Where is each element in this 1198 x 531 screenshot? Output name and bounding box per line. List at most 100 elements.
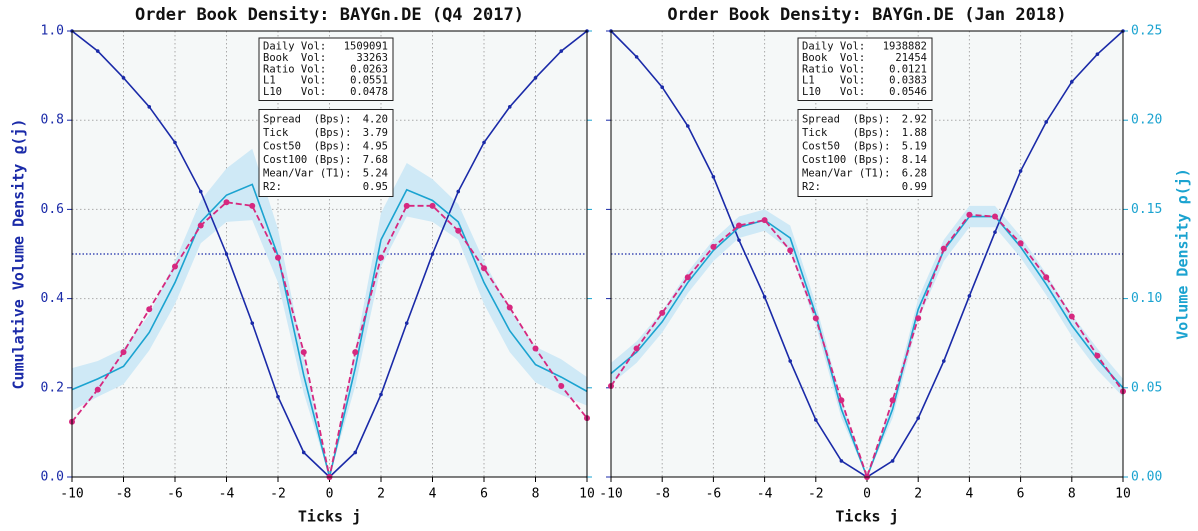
point: [737, 238, 741, 242]
x-tick-label: -6: [167, 487, 183, 502]
point: [224, 252, 229, 256]
point: [711, 175, 716, 179]
point: [558, 383, 565, 390]
x-tick-label: 6: [480, 487, 488, 502]
stats-box: [797, 109, 933, 197]
y2-tick-label: 0.05: [1131, 380, 1162, 395]
x-tick-label: 4: [965, 487, 973, 502]
stats-label: L1 Vol:: [802, 75, 865, 87]
point: [1095, 52, 1100, 56]
point: [532, 345, 539, 352]
point: [173, 140, 177, 145]
point: [1018, 169, 1023, 173]
x-tick-label: 2: [914, 487, 922, 502]
stats-label: Daily Vol:: [802, 41, 865, 53]
y-tick-label: 1.0: [41, 24, 64, 39]
stats-box: [258, 109, 394, 197]
point: [404, 321, 409, 325]
stats-box: [258, 37, 394, 101]
x-tick-label: 0: [863, 487, 871, 502]
point: [1043, 274, 1050, 281]
stats-value: 3.79: [363, 127, 388, 139]
point: [814, 418, 818, 422]
point: [634, 55, 639, 59]
y2-tick-label: 0.25: [1131, 24, 1162, 39]
x-tick-label: 8: [1068, 487, 1076, 502]
point: [916, 416, 920, 420]
x-tick-label: -10: [60, 487, 83, 502]
y2-tick-label: 0.15: [1131, 202, 1162, 217]
point: [94, 386, 101, 393]
point: [967, 294, 972, 298]
stats-value: 0.0121: [889, 63, 927, 75]
point: [379, 392, 383, 397]
x-tick-label: -10: [599, 487, 622, 502]
point: [353, 450, 358, 455]
point: [993, 230, 997, 234]
point: [403, 202, 410, 209]
stats-value: 2.92: [902, 113, 927, 125]
stats-label: Mean/Var (T1):: [263, 167, 352, 179]
x-tick-label: 8: [532, 487, 540, 502]
x-tick-label: 2: [377, 487, 385, 502]
stats-value: 21454: [895, 52, 927, 64]
plot-background: [72, 31, 587, 477]
point: [223, 199, 230, 206]
stats-value: 0.0383: [889, 75, 927, 87]
point: [481, 265, 487, 272]
y-tick-label: 0.4: [41, 291, 65, 306]
point: [198, 189, 203, 194]
point: [1044, 120, 1048, 124]
stats-label: Tick (Bps):: [263, 127, 352, 139]
point: [300, 349, 307, 356]
point: [684, 274, 691, 281]
y-axis-label: Cumulative Volume Density ϱ(j): [10, 119, 28, 390]
point: [121, 76, 126, 80]
point: [633, 345, 640, 352]
stats-value: 6.28: [902, 167, 927, 179]
stats-label: Book Vol:: [802, 52, 865, 64]
stats-label: L10 Vol:: [263, 86, 326, 98]
point: [788, 359, 792, 363]
stats-value: 0.99: [902, 181, 927, 193]
stats-label: R2:: [263, 181, 282, 193]
stats-label: R2:: [802, 181, 821, 193]
point: [378, 254, 384, 261]
x-tick-label: -2: [808, 487, 824, 502]
y2-tick-label: 0.10: [1131, 291, 1162, 306]
stats-value: 4.95: [363, 140, 388, 152]
stats-label: Cost100 (Bps):: [263, 154, 352, 166]
stats-box: [797, 37, 933, 101]
point: [120, 349, 127, 356]
stats-value: 5.24: [363, 167, 388, 179]
stats-value: 0.0546: [889, 86, 927, 98]
stats-label: Ratio Vol:: [263, 63, 326, 75]
point: [429, 202, 436, 209]
x-tick-label: 6: [1017, 487, 1025, 502]
point: [533, 76, 538, 80]
point: [889, 397, 896, 404]
y-tick-label: 0.2: [41, 380, 64, 395]
point: [659, 309, 666, 316]
stats-value: 0.95: [363, 181, 388, 193]
point: [1094, 352, 1101, 359]
y2-axis-label: Volume Density ρ(j): [1174, 168, 1192, 340]
plot-frame: [71, 30, 588, 478]
stats-label: L1 Vol:: [263, 75, 326, 87]
point: [915, 315, 922, 322]
stats-label: Tick (Bps):: [802, 127, 891, 139]
y2-tick-label: 0.00: [1131, 470, 1162, 485]
stats-value: 5.19: [902, 140, 927, 152]
point: [276, 394, 280, 399]
point: [660, 85, 664, 89]
point: [146, 306, 153, 313]
x-axis-label: Ticks j: [298, 508, 361, 526]
point: [456, 189, 461, 194]
stats-value: 7.68: [363, 154, 388, 166]
point: [890, 459, 895, 463]
stats-label: Spread (Bps):: [802, 113, 891, 125]
y-tick-label: 0.0: [41, 470, 64, 485]
chart-title: Order Book Density: BAYGn.DE (Q4 2017): [135, 5, 524, 25]
chart-title: Order Book Density: BAYGn.DE (Jan 2018): [667, 5, 1066, 25]
point: [1017, 240, 1024, 247]
